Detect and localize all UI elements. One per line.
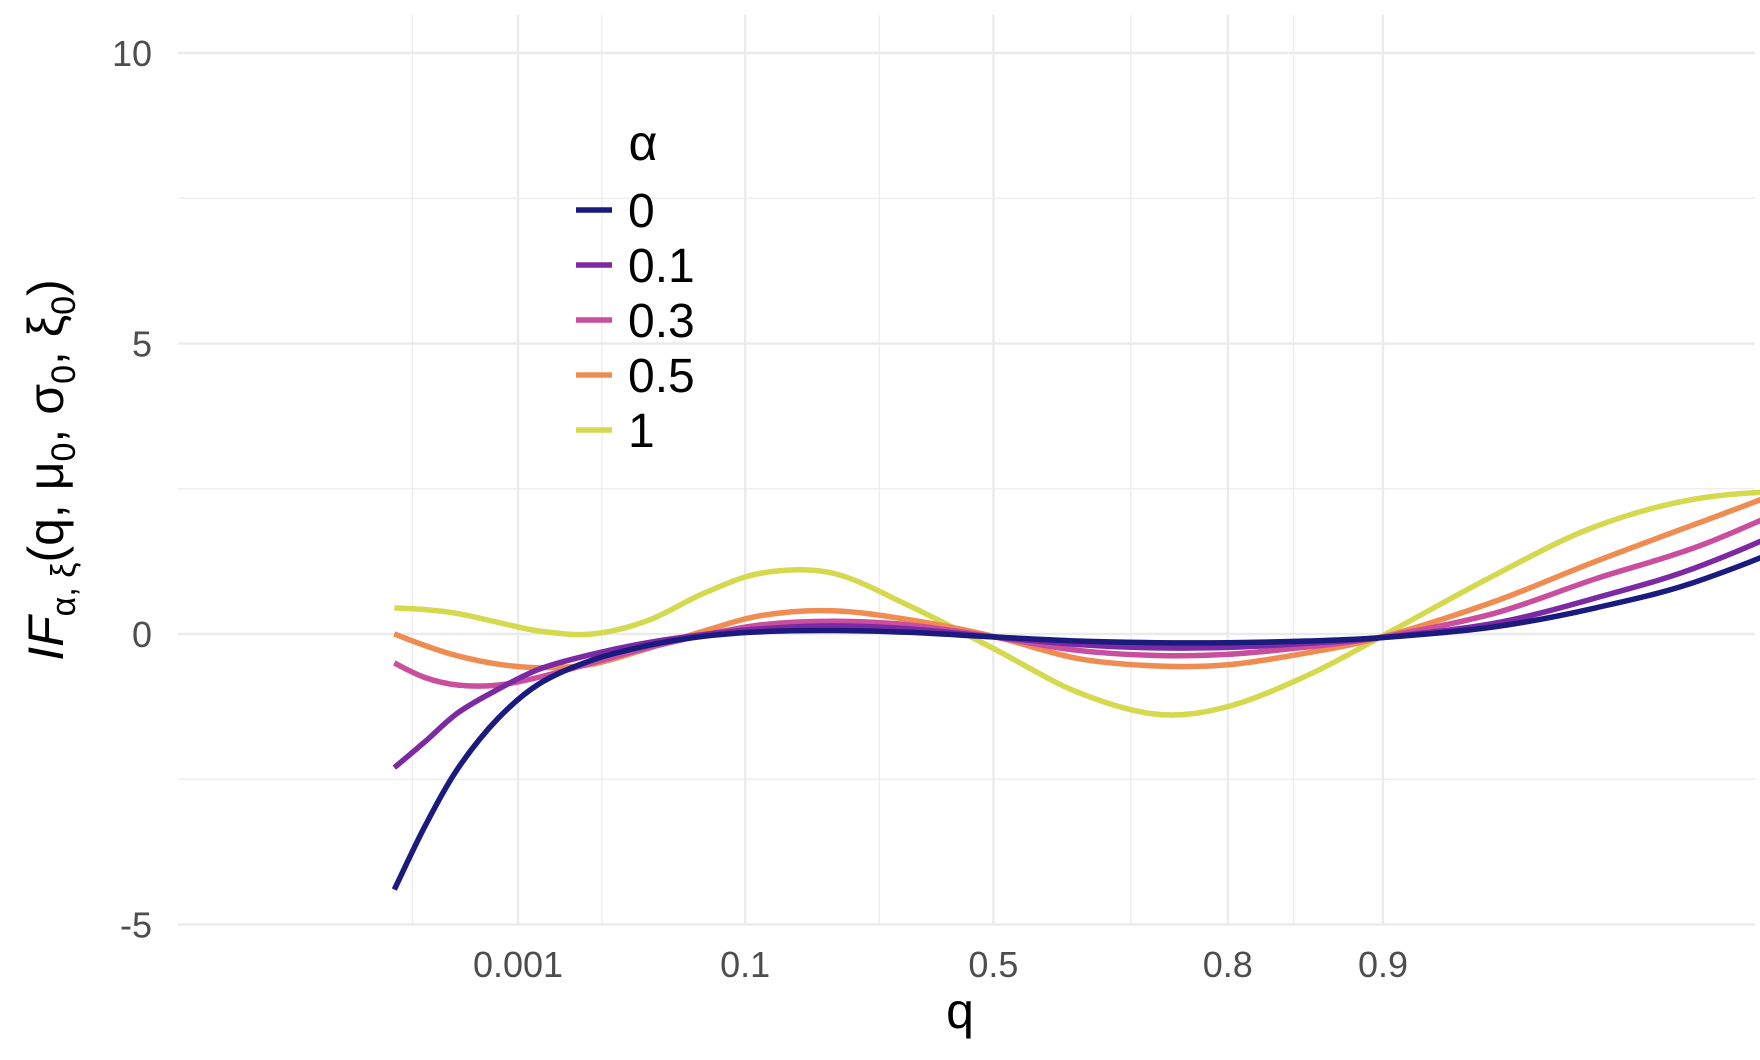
gridlines — [178, 15, 1755, 926]
legend-label: 0.1 — [628, 240, 695, 293]
y-axis-title-xi-sub: 0 — [45, 296, 83, 315]
y-axis-title-sigma-sub: 0 — [45, 365, 83, 384]
y-axis-title-xi: , ξ — [18, 315, 74, 365]
y-tick-label: 5 — [132, 324, 152, 365]
x-tick-label: 0.001 — [473, 944, 563, 985]
y-axis-title-close: ) — [18, 279, 74, 296]
x-tick-label: 0.5 — [968, 944, 1018, 985]
series-line-alpha-0 — [391, 554, 1760, 891]
y-axis-title: IFα, ξ(q, μ0, σ0, ξ0) — [18, 279, 83, 661]
legend-label: 1 — [628, 405, 655, 458]
x-tick-label: 0.8 — [1203, 944, 1253, 985]
y-axis-title-mu-sub: 0 — [45, 443, 83, 462]
y-tick-label: -5 — [120, 905, 152, 946]
y-axis-title-args: (q, μ — [18, 461, 74, 562]
series-lines — [391, 489, 1760, 891]
legend-title: α — [629, 115, 658, 171]
series-line-alpha-0-5 — [393, 496, 1760, 671]
y-axis-title-sub: α, ξ — [45, 563, 83, 617]
y-tick-label: 10 — [112, 33, 152, 74]
x-tick-label: 0.9 — [1358, 944, 1408, 985]
series-line-alpha-1 — [394, 489, 1760, 718]
series-line-alpha-0-1 — [392, 538, 1760, 770]
y-tick-labels: -5 0 5 10 — [112, 33, 152, 946]
legend: α 00.10.30.51 — [576, 115, 695, 458]
y-axis-title-sigma: , σ — [18, 384, 74, 443]
x-tick-labels: 0.001 0.1 0.5 0.8 0.9 — [473, 944, 1408, 985]
y-axis-title-main: IF — [18, 614, 74, 661]
y-tick-label: 0 — [132, 614, 152, 655]
x-axis-title: q — [946, 983, 974, 1039]
legend-label: 0.5 — [628, 350, 695, 403]
legend-label: 0.3 — [628, 295, 695, 348]
legend-label: 0 — [628, 185, 655, 238]
x-tick-label: 0.1 — [720, 944, 770, 985]
